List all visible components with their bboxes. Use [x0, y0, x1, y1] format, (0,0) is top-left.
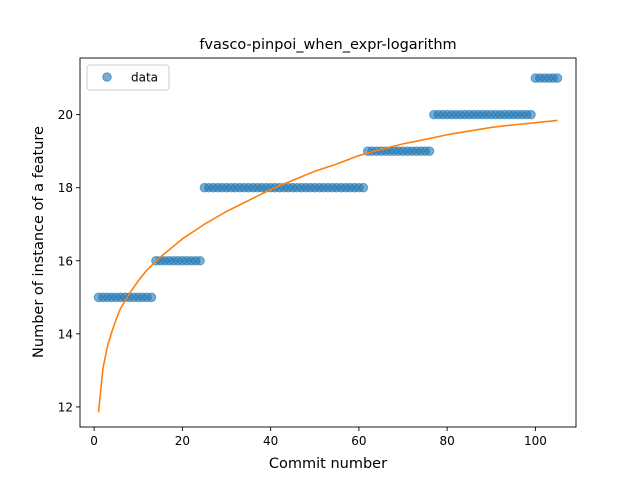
data-point [424, 146, 435, 156]
chart-title: fvasco-pinpoi_when_expr-logarithm [199, 37, 456, 53]
x-tick-label: 40 [263, 434, 278, 448]
y-tick-label: 12 [58, 400, 73, 414]
data-point [526, 109, 536, 120]
y-axis-label: Number of instance of a feature [31, 126, 47, 358]
axes-frame [79, 57, 577, 428]
x-tick-label: 60 [351, 434, 366, 448]
x-tick-label: 100 [524, 434, 547, 448]
y-tick-label: 14 [58, 327, 73, 341]
data-point [146, 292, 157, 303]
fit-line [97, 119, 558, 413]
legend-label-data: data [131, 71, 158, 85]
data-point [195, 255, 205, 266]
y-tick-label: 18 [58, 181, 73, 195]
data-point [552, 73, 563, 83]
x-tick-label: 20 [175, 434, 190, 448]
data-point [358, 182, 369, 193]
legend-marker-data [102, 72, 112, 82]
y-tick-label: 16 [58, 254, 73, 268]
x-tick-label: 80 [440, 434, 455, 448]
x-axis-label: Commit number [269, 456, 387, 472]
y-tick-label: 20 [58, 108, 73, 122]
plot-area: 0 20 40 60 80 100 12 14 16 18 20 data [58, 57, 577, 448]
legend-box [86, 64, 170, 91]
x-tick-label: 0 [90, 434, 98, 448]
